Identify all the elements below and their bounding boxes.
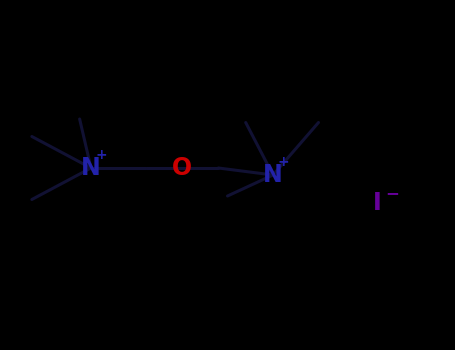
Text: N: N <box>81 156 101 180</box>
Text: N: N <box>263 163 283 187</box>
Text: O: O <box>172 156 192 180</box>
Text: +: + <box>277 155 289 169</box>
Text: I: I <box>373 191 382 215</box>
Text: −: − <box>385 184 399 202</box>
Text: +: + <box>95 148 107 162</box>
